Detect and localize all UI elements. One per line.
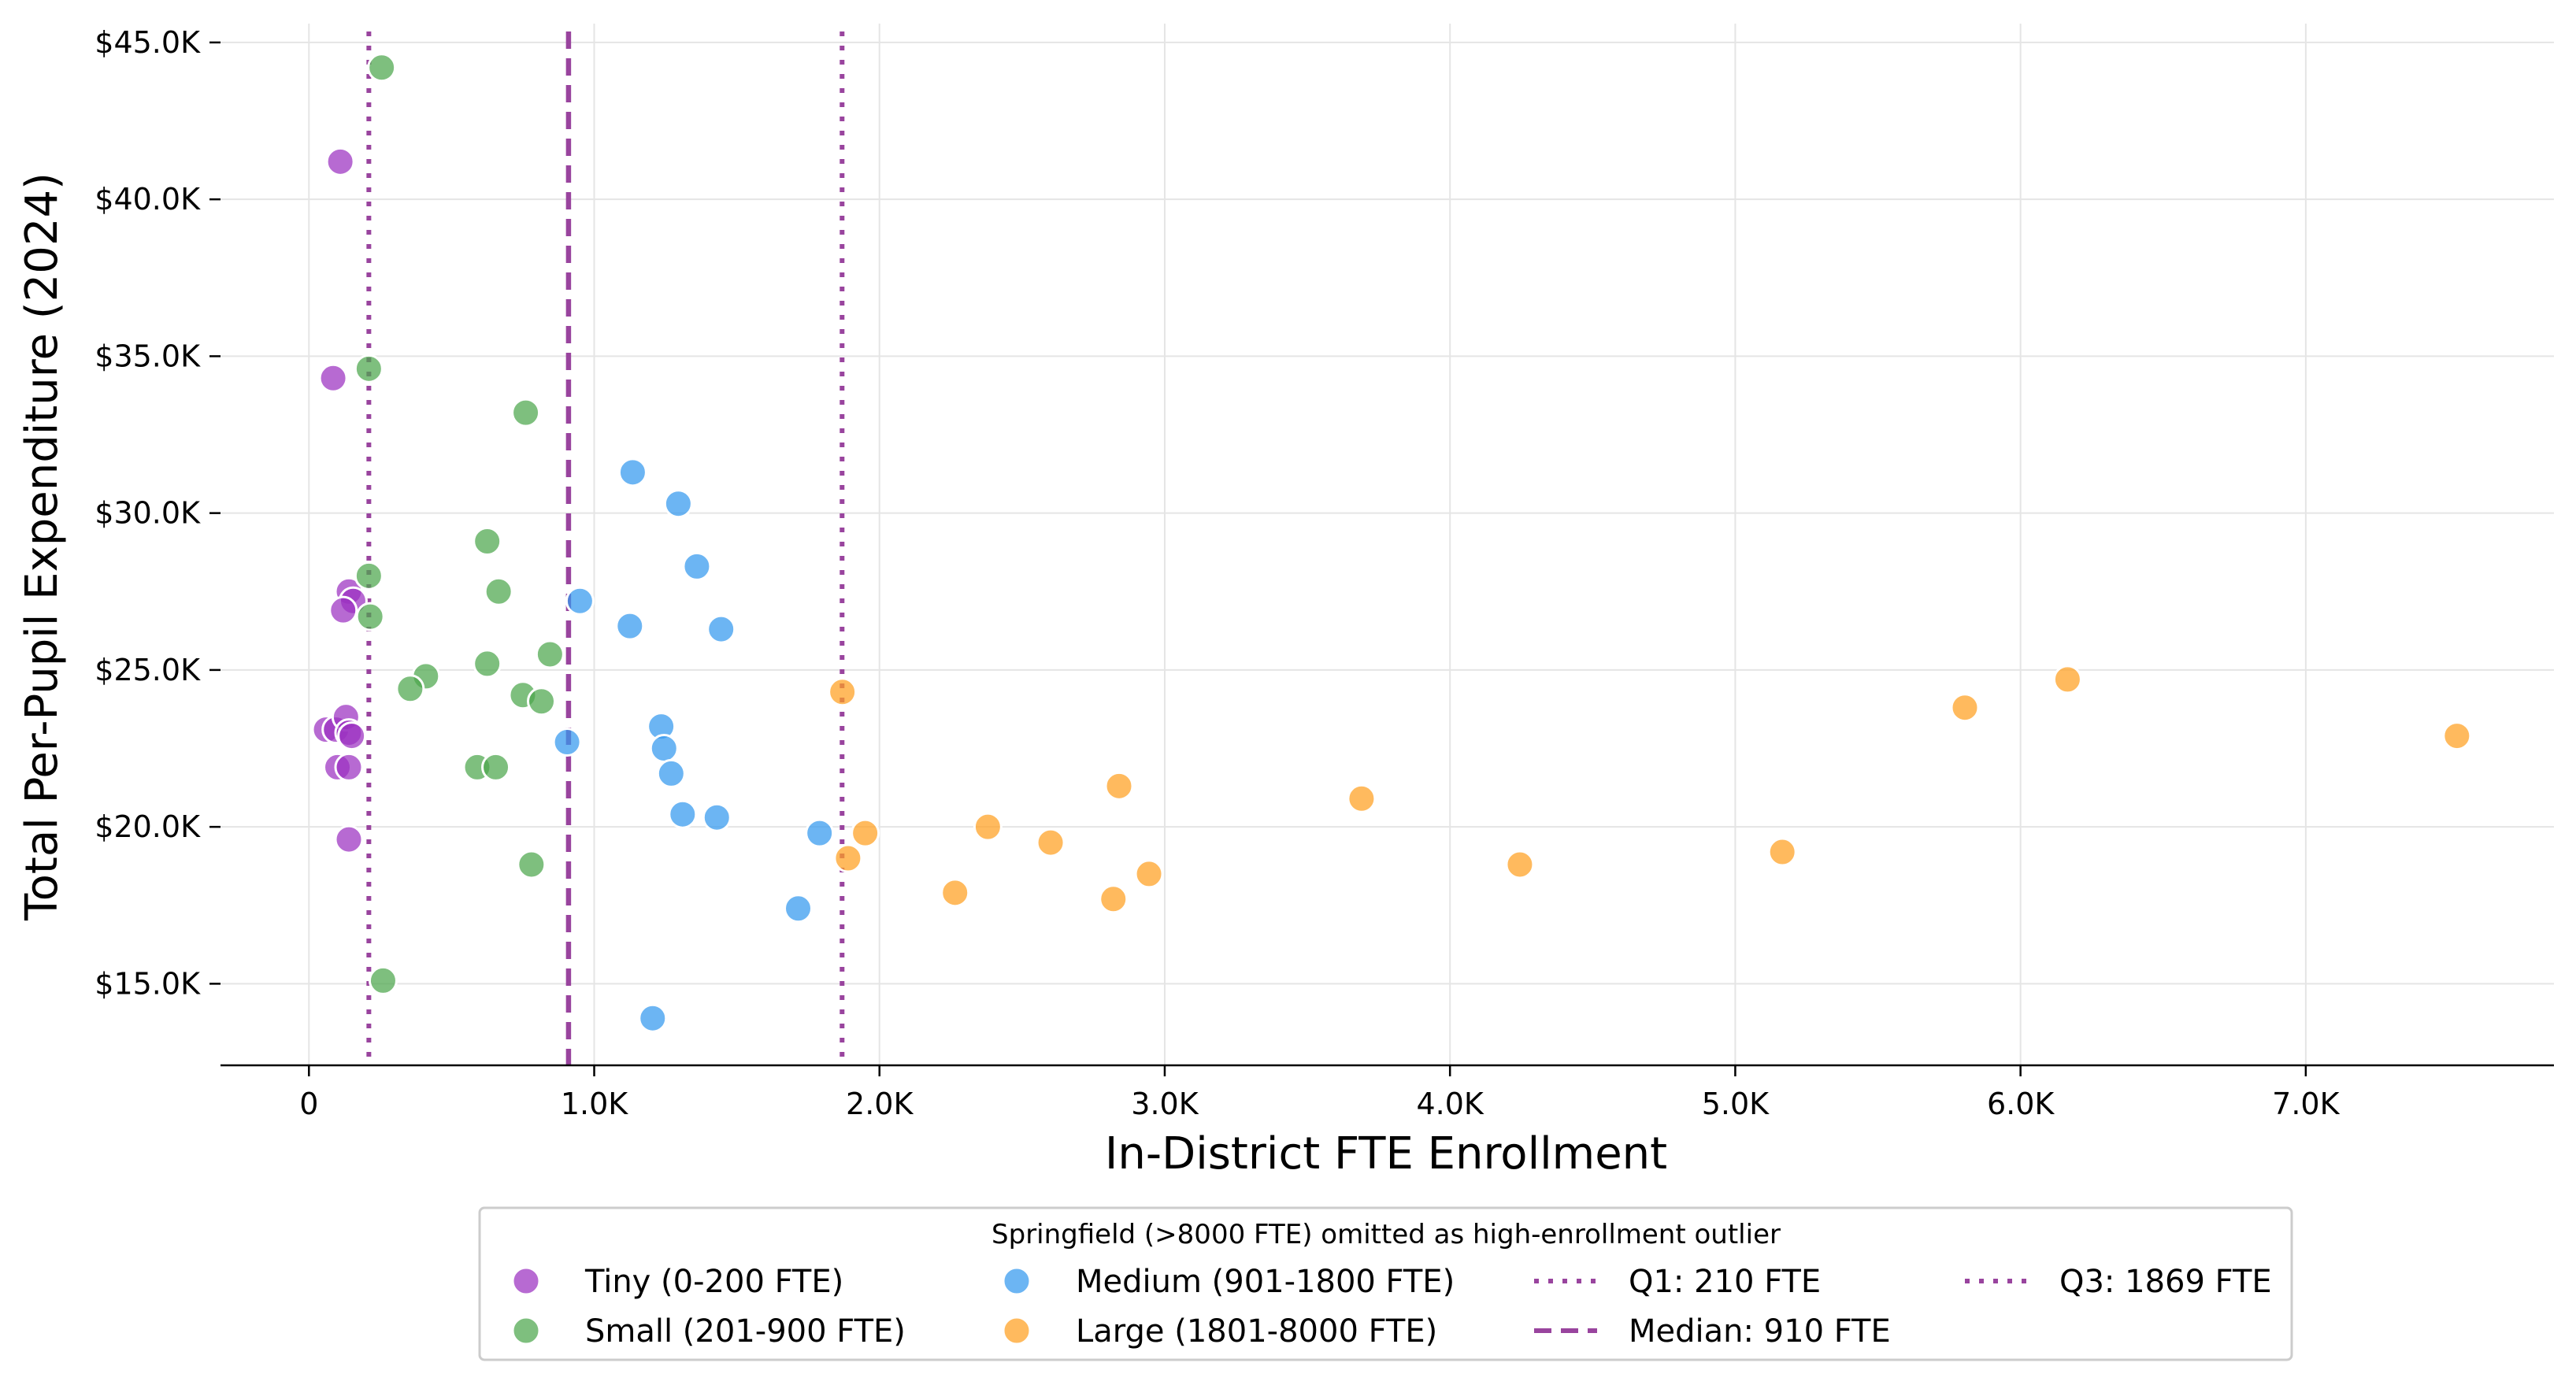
data-point	[2052, 665, 2082, 694]
data-point	[638, 1003, 668, 1033]
data-point	[1104, 771, 1134, 801]
data-point	[473, 649, 502, 679]
data-point	[649, 734, 679, 764]
x-tick-label: 1.0K	[561, 1087, 628, 1121]
x-tick-label: 6.0K	[1987, 1087, 2055, 1121]
legend-marker	[511, 1266, 541, 1296]
data-point	[1950, 693, 1980, 723]
data-point	[805, 818, 835, 848]
data-point	[833, 843, 863, 873]
data-point	[527, 687, 557, 717]
legend-label: Large (1801-8000 FTE)	[1076, 1313, 1437, 1350]
series-2-points	[552, 457, 835, 1033]
data-point	[682, 551, 712, 581]
data-point	[940, 878, 970, 908]
y-tick-label: $25.0K	[95, 653, 201, 687]
data-point	[706, 614, 736, 644]
data-point	[511, 398, 541, 428]
data-point	[368, 965, 398, 995]
legend-marker	[511, 1316, 541, 1346]
y-axis-title: Total Per-Pupil Expenditure (2024)	[17, 172, 68, 921]
legend-label: Tiny (0-200 FTE)	[584, 1264, 843, 1300]
y-tick-label: $30.0K	[95, 496, 201, 531]
data-point	[973, 812, 1003, 842]
y-tick-label: $40.0K	[95, 182, 201, 217]
data-point	[395, 674, 425, 704]
data-points	[311, 53, 2472, 1033]
reference-lines	[366, 31, 845, 1065]
y-tick-label: $15.0K	[95, 966, 201, 1001]
data-point	[481, 752, 511, 782]
data-point	[367, 53, 397, 83]
data-point	[668, 799, 698, 829]
data-point	[784, 894, 814, 924]
x-tick-label: 3.0K	[1131, 1087, 1199, 1121]
grid-lines	[221, 24, 2554, 1065]
legend-marker	[1002, 1266, 1032, 1296]
y-tick-label: $45.0K	[95, 25, 201, 60]
data-point	[328, 595, 358, 625]
x-tick-label: 0	[299, 1087, 318, 1121]
legend-label: Q1: 210 FTE	[1629, 1264, 1821, 1300]
data-point	[355, 602, 385, 631]
data-point	[565, 586, 595, 616]
data-point	[1036, 828, 1066, 857]
series-1-points	[354, 53, 565, 995]
y-tick-label: $20.0K	[95, 809, 201, 844]
data-point	[663, 489, 693, 519]
data-point	[851, 818, 880, 848]
legend-marker	[1002, 1316, 1032, 1346]
data-point	[617, 457, 647, 487]
data-point	[473, 527, 502, 557]
legend-label: Median: 910 FTE	[1629, 1313, 1891, 1350]
y-tick-label: $35.0K	[95, 339, 201, 373]
data-point	[1347, 783, 1377, 813]
data-point	[354, 354, 384, 383]
data-point	[517, 850, 547, 880]
data-point	[1767, 837, 1797, 867]
x-tick-label: 5.0K	[1702, 1087, 1770, 1121]
data-point	[1099, 884, 1129, 914]
tick-labels: 0 1.0K 2.0K 3.0K 4.0K 5.0K 6.0K 7.0K $15.0K $20.0…	[95, 25, 2340, 1121]
data-point	[354, 561, 384, 591]
legend: Springfield (>8000 FTE) omitted as high-…	[478, 1206, 2293, 1361]
legend-items: Tiny (0-200 FTE) Small (201-900 FTE) Mediu…	[511, 1264, 2272, 1350]
legend-label: Small (201-900 FTE)	[585, 1313, 906, 1350]
data-point	[334, 752, 364, 782]
data-point	[484, 576, 513, 606]
x-tick-label: 4.0K	[1417, 1087, 1484, 1121]
series-3-points	[828, 665, 2472, 914]
data-point	[1505, 850, 1535, 880]
data-point	[702, 802, 732, 832]
data-point	[337, 721, 367, 751]
axes	[209, 41, 2554, 1076]
data-point	[325, 146, 355, 176]
legend-label: Q3: 1869 FTE	[2059, 1264, 2272, 1300]
data-point	[318, 363, 348, 393]
data-point	[1134, 859, 1164, 889]
legend-frame	[478, 1206, 2293, 1361]
x-tick-label: 7.0K	[2272, 1087, 2340, 1121]
legend-title: Springfield (>8000 FTE) omitted as high-…	[991, 1219, 1781, 1250]
data-point	[552, 728, 582, 757]
data-point	[656, 758, 686, 788]
data-point	[615, 611, 645, 641]
series-0-points	[311, 146, 368, 854]
legend-label: Medium (901-1800 FTE)	[1076, 1264, 1455, 1300]
x-tick-label: 2.0K	[846, 1087, 914, 1121]
x-axis-title: In-District FTE Enrollment	[1105, 1128, 1667, 1179]
data-point	[535, 639, 565, 669]
data-point	[334, 824, 364, 854]
data-point	[828, 677, 858, 707]
data-point	[2442, 721, 2472, 751]
